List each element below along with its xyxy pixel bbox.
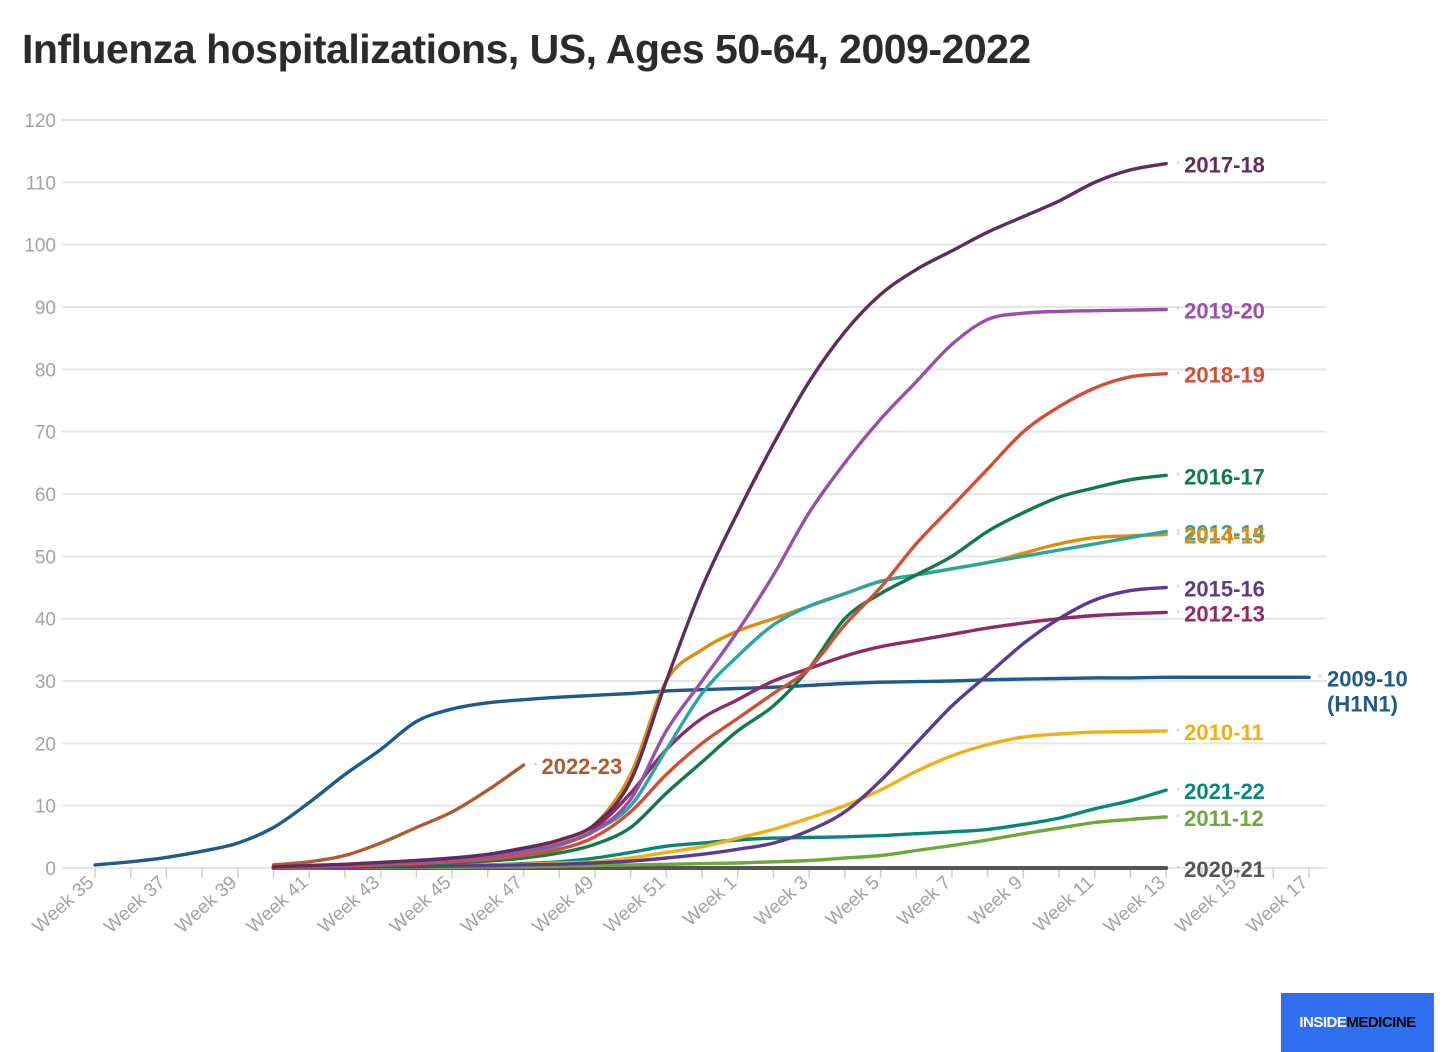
y-tick-label: 60: [35, 485, 56, 506]
y-tick-label: 0: [45, 859, 56, 880]
y-tick-label: 50: [35, 547, 56, 568]
series-line-2022-23: [271, 763, 526, 867]
y-tick-label: 120: [24, 111, 56, 132]
series-label-2010-11: 2010-11: [1184, 720, 1264, 745]
y-tick-label: 40: [35, 610, 56, 631]
y-tick-label: 100: [24, 236, 56, 257]
series-label-2019-20: 2019-20: [1184, 298, 1265, 323]
x-tick-label: Week 39: [172, 872, 242, 938]
y-tick-label: 20: [35, 734, 56, 755]
series-line-2010-11: [271, 729, 1168, 870]
x-tick-label: Week 41: [243, 872, 313, 938]
series-line-2013-14: [271, 529, 1168, 870]
x-tick-label: Week 51: [600, 872, 670, 938]
series-line-2015-16: [271, 585, 1168, 870]
series-label-2021-22: 2021-22: [1184, 779, 1265, 804]
series-label-2011-12: 2011-12: [1184, 806, 1264, 831]
series-line-2017-18: [271, 161, 1168, 869]
y-tick-label: 80: [35, 360, 56, 381]
x-tick-label: Week 11: [1030, 872, 1098, 937]
series-label-2015-16: 2015-16: [1184, 577, 1265, 602]
logo-text-inside: INSIDE: [1299, 1014, 1347, 1031]
inside-medicine-logo: INSIDE MEDICINE: [1281, 993, 1434, 1052]
x-tick-label: Week 13: [1100, 872, 1170, 938]
x-tick-label: Week 5: [822, 872, 884, 930]
series-label-2020-21: 2020-21: [1184, 857, 1265, 882]
x-tick-label: Week 37: [100, 872, 170, 938]
x-tick-label: Week 1: [679, 872, 741, 930]
series-label-2016-17: 2016-17: [1184, 464, 1265, 489]
x-tick-label: Week 3: [751, 872, 813, 930]
series-line-2019-20: [271, 307, 1168, 869]
series-label-2017-18: 2017-18: [1184, 153, 1265, 178]
x-tick-label: Week 47: [457, 872, 527, 938]
series-line-2014-15: [271, 532, 1168, 869]
series-label-2018-19: 2018-19: [1184, 363, 1265, 388]
x-tick-label: Week 9: [965, 872, 1027, 930]
x-tick-label: Week 35: [29, 872, 99, 938]
chart-title: Influenza hospitalizations, US, Ages 50-…: [22, 26, 1031, 72]
y-tick-label: 70: [35, 423, 56, 444]
series-label-2012-13: 2012-13: [1184, 601, 1265, 626]
series-label-2022-23: 2022-23: [541, 754, 622, 779]
x-tick-label: Week 7: [894, 872, 956, 930]
series-line-2009-10-h1n1: [93, 675, 1311, 867]
x-tick-label: Week 45: [386, 872, 456, 938]
y-tick-label: 30: [35, 672, 56, 693]
x-tick-label: Week 49: [529, 872, 599, 938]
logo-text-medicine: MEDICINE: [1346, 1014, 1416, 1031]
series-label-2009-10-h1n1: 2009-10: [1327, 666, 1408, 691]
series-label-2014-15: 2014-15: [1184, 524, 1265, 549]
series-line-2018-19: [271, 372, 1168, 870]
x-tick-label: Week 43: [314, 872, 384, 938]
series-label-2009-10-h1n1: (H1N1): [1327, 691, 1398, 716]
y-tick-label: 90: [35, 298, 56, 319]
series-line-2012-13: [271, 610, 1168, 869]
y-tick-label: 10: [35, 797, 56, 818]
series-lines: [93, 161, 1311, 870]
y-tick-label: 110: [26, 173, 56, 194]
series-label-2013-14: 2013-14: [1184, 520, 1266, 545]
series-line-2021-22: [271, 788, 1168, 870]
series-end-labels: 2017-18 2019-20 2018-19 2016-17 2013-142014-…: [534, 153, 1408, 882]
